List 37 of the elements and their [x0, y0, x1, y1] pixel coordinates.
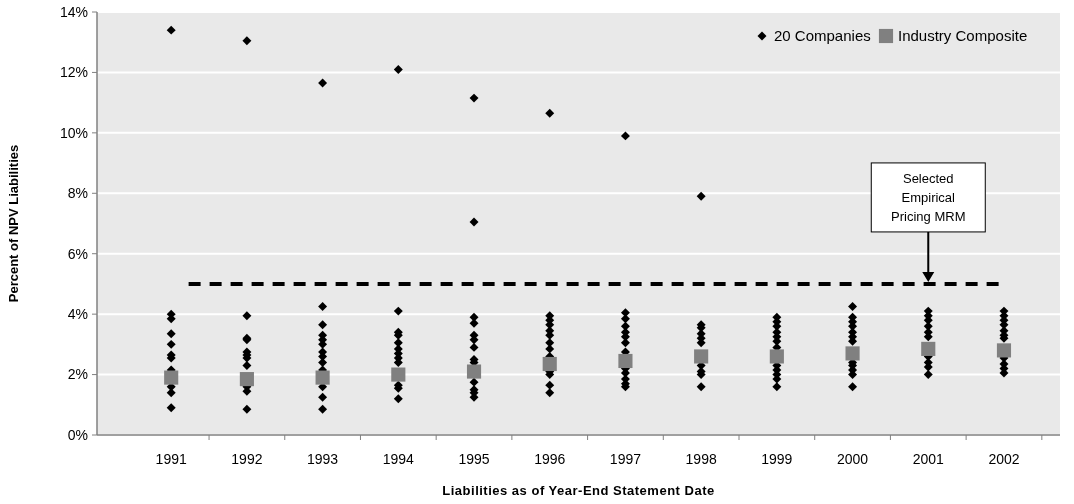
x-tick-label: 1996: [534, 451, 566, 467]
point: [239, 372, 254, 387]
point: [996, 343, 1012, 358]
x-tick-label: 1991: [155, 451, 187, 467]
x-tick-label: 1999: [761, 451, 793, 467]
y-tick-label: 6%: [67, 245, 88, 262]
y-tick-label: 2%: [67, 366, 88, 383]
y-tick-label: 14%: [59, 3, 88, 20]
point: [618, 353, 633, 369]
x-tick-label: 2000: [836, 451, 869, 467]
x-tick-label: 2001: [912, 451, 945, 467]
y-tick-label: 8%: [67, 185, 88, 202]
point: [391, 367, 406, 382]
y-tick-label: 10%: [59, 124, 88, 141]
point: [921, 341, 936, 356]
x-tick-label: 1993: [307, 451, 339, 467]
x-tick-label: 1998: [685, 451, 717, 467]
y-tick-label: 4%: [67, 306, 88, 323]
x-tick-label: 1995: [458, 451, 490, 467]
x-tick-label: 1994: [382, 451, 415, 467]
x-tick-label: 1992: [231, 451, 263, 467]
point: [466, 364, 482, 379]
point: [164, 370, 179, 385]
point: [769, 349, 784, 364]
annotation: Selected Empirical Pricing MRM: [891, 170, 966, 224]
x-tick-label: 2002: [988, 451, 1020, 467]
legend-label: Industry Composite: [898, 27, 1028, 45]
x-tick-label: 1997: [609, 451, 642, 467]
point: [694, 349, 709, 364]
point: [542, 356, 557, 372]
point: [315, 370, 330, 385]
point: [845, 346, 860, 361]
y-tick-label: 0%: [67, 426, 88, 443]
y-tick-label: 12%: [59, 64, 88, 81]
y-axis-title: Percent of NPV Liabilities: [6, 144, 21, 303]
x-axis-title: Liabilities as of Year-End Statement Date: [442, 483, 715, 498]
legend-label: 20 Companies: [774, 27, 871, 45]
